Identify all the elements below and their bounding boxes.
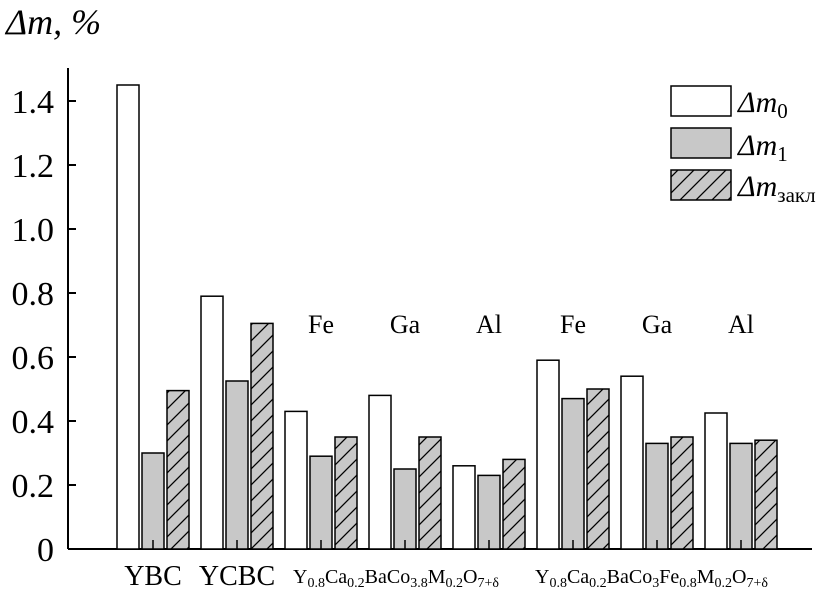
bar-al-series-1 — [452, 465, 476, 550]
y-tick-label: 0 — [37, 532, 54, 569]
y-tick-label: 0.2 — [12, 468, 55, 505]
y-axis-title: Δm, % — [4, 2, 101, 42]
y-tick-label: 1.4 — [12, 84, 55, 121]
element-label: Al — [476, 310, 502, 339]
formula-label: Y0.8Ca0.2BaCo3Fe0.8M0.2O7+δ — [535, 566, 768, 591]
bar-al-series-2 — [477, 474, 501, 550]
legend-label-dm1: Δm1 — [737, 129, 788, 166]
element-label: Fe — [560, 310, 586, 339]
bar-fe-series-2 — [561, 397, 585, 550]
bar-al-series-1 — [704, 412, 728, 550]
bar-ybc-series-3 — [166, 389, 190, 550]
bar-ga-series-3 — [418, 436, 442, 550]
legend-swatch-dmzakl — [670, 169, 732, 201]
bar-al-series-3 — [502, 458, 526, 550]
bar-ga-series-2 — [393, 468, 417, 550]
legend-swatch-dm0 — [670, 85, 732, 117]
bar-fe-series-1 — [536, 359, 560, 550]
element-label: Fe — [308, 310, 334, 339]
bars — [116, 84, 778, 550]
legend: Δm0 Δm1 Δmзакл — [670, 85, 816, 207]
y-ticks: 0 0.2 0.4 0.6 0.8 1.0 1.2 1.4 — [12, 84, 76, 569]
bar-al-series-3 — [754, 439, 778, 550]
x-labels: YBC YCBC Y0.8Ca0.2BaCo3.8M0.2O7+δ Y0.8Ca0.2… — [124, 561, 768, 592]
bar-fe-series-3 — [334, 436, 358, 550]
bar-ycbc-series-1 — [200, 295, 224, 550]
y-tick-label: 0.6 — [12, 340, 55, 377]
bar-fe-series-3 — [586, 388, 610, 550]
bar-ga-series-2 — [645, 442, 669, 550]
legend-swatch-dm1 — [670, 127, 732, 159]
element-annotations: Fe Ga Al Fe Ga Al — [308, 310, 754, 339]
legend-label-dm0: Δm0 — [737, 86, 788, 123]
legend-label-dmzakl: Δmзакл — [737, 170, 816, 207]
y-tick-label: 0.8 — [12, 276, 55, 313]
x-label-ycbc: YCBC — [199, 561, 275, 592]
bar-fe-series-1 — [284, 410, 308, 550]
bar-ycbc-series-2 — [225, 380, 249, 550]
y-tick-label: 1.0 — [12, 212, 55, 249]
bar-fe-series-2 — [309, 455, 333, 550]
bar-ybc-series-1 — [116, 84, 140, 550]
x-label-ybc: YBC — [124, 561, 182, 592]
bar-ycbc-series-3 — [250, 322, 274, 550]
y-tick-label: 0.4 — [12, 404, 55, 441]
formula-label: Y0.8Ca0.2BaCo3.8M0.2O7+δ — [293, 566, 499, 591]
element-label: Ga — [390, 310, 421, 339]
element-label: Ga — [642, 310, 673, 339]
y-tick-label: 1.2 — [12, 148, 55, 185]
bar-ybc-series-2 — [141, 452, 165, 550]
element-label: Al — [728, 310, 754, 339]
bar-ga-series-3 — [670, 436, 694, 550]
bar-ga-series-1 — [620, 375, 644, 550]
bar-al-series-2 — [729, 442, 753, 550]
bar-ga-series-1 — [368, 394, 392, 550]
